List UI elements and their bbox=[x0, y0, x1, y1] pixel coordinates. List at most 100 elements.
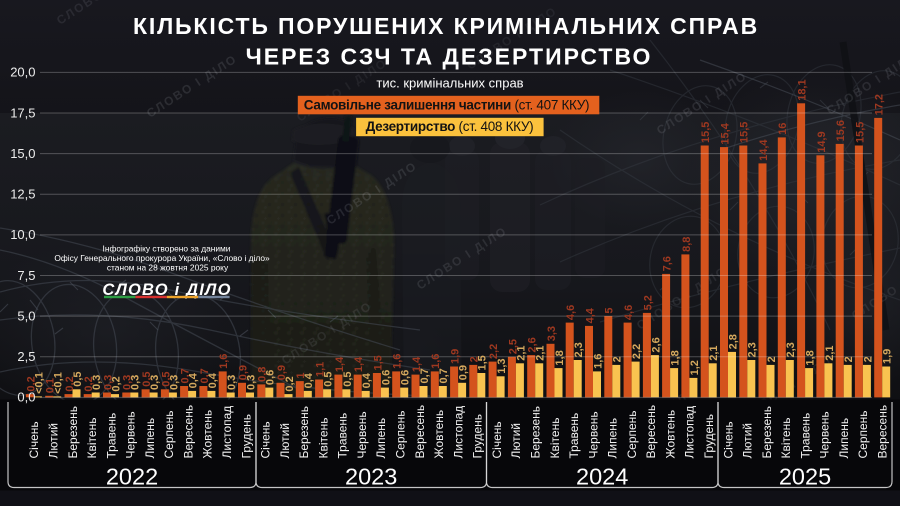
svg-text:5,0: 5,0 bbox=[17, 308, 35, 323]
svg-text:Березень: Березень bbox=[66, 406, 80, 459]
svg-text:0,4: 0,4 bbox=[188, 372, 200, 388]
svg-text:0,9: 0,9 bbox=[237, 365, 249, 380]
svg-text:Вересень: Вересень bbox=[181, 405, 195, 459]
svg-text:Лютий: Лютий bbox=[278, 423, 292, 459]
svg-text:2023: 2023 bbox=[345, 464, 397, 490]
svg-text:14,4: 14,4 bbox=[758, 139, 770, 161]
svg-text:0,5: 0,5 bbox=[323, 372, 335, 387]
svg-text:2: 2 bbox=[469, 356, 481, 362]
svg-text:Серпень: Серпень bbox=[856, 410, 870, 458]
svg-text:Серпень: Серпень bbox=[625, 410, 639, 458]
svg-text:1,6: 1,6 bbox=[430, 354, 442, 369]
svg-text:Жовтень: Жовтень bbox=[201, 410, 215, 459]
svg-text:0,3: 0,3 bbox=[226, 375, 238, 390]
svg-text:15,5: 15,5 bbox=[854, 122, 866, 143]
svg-text:1,3: 1,3 bbox=[496, 359, 508, 374]
svg-text:2,2: 2,2 bbox=[488, 344, 500, 359]
svg-text:Дезертирство (ст. 408 ККУ): Дезертирство (ст. 408 ККУ) bbox=[366, 119, 534, 134]
svg-text:Самовільне залишення частини (: Самовільне залишення частини (ст. 407 КК… bbox=[304, 97, 589, 112]
svg-text:2,3: 2,3 bbox=[747, 342, 759, 357]
svg-text:<0,1: <0,1 bbox=[33, 372, 45, 394]
svg-text:17,5: 17,5 bbox=[10, 105, 35, 120]
svg-text:0,5: 0,5 bbox=[342, 372, 354, 387]
svg-text:0,4: 0,4 bbox=[303, 372, 315, 388]
svg-text:0,7: 0,7 bbox=[180, 368, 192, 383]
svg-text:Травень: Травень bbox=[798, 413, 812, 459]
svg-text:Серпень: Серпень bbox=[162, 410, 176, 458]
svg-text:12,5: 12,5 bbox=[10, 187, 35, 202]
svg-text:1,6: 1,6 bbox=[592, 354, 604, 369]
svg-text:Листопад: Листопад bbox=[683, 406, 697, 459]
svg-text:0,3: 0,3 bbox=[130, 375, 142, 390]
svg-text:1,9: 1,9 bbox=[882, 349, 894, 364]
svg-text:15,5: 15,5 bbox=[739, 122, 751, 143]
svg-text:7,6: 7,6 bbox=[662, 256, 674, 271]
svg-text:1,8: 1,8 bbox=[554, 350, 566, 365]
svg-text:1,5: 1,5 bbox=[477, 355, 489, 370]
svg-text:0,3: 0,3 bbox=[91, 375, 103, 390]
svg-text:ЧЕРЕЗ СЗЧ ТА ДЕЗЕРТИРСТВО: ЧЕРЕЗ СЗЧ ТА ДЕЗЕРТИРСТВО bbox=[246, 44, 653, 70]
svg-text:0,9: 0,9 bbox=[276, 365, 288, 380]
svg-text:<0,1: <0,1 bbox=[53, 372, 65, 394]
svg-text:1,5: 1,5 bbox=[372, 355, 384, 370]
svg-text:Червень: Червень bbox=[124, 411, 138, 458]
svg-text:0,1: 0,1 bbox=[45, 378, 57, 393]
svg-text:7,5: 7,5 bbox=[17, 268, 35, 283]
svg-text:Липень: Липень bbox=[374, 418, 388, 459]
svg-text:5: 5 bbox=[604, 307, 616, 313]
svg-text:5,2: 5,2 bbox=[642, 295, 654, 310]
svg-text:14,9: 14,9 bbox=[816, 131, 828, 152]
svg-text:Січень: Січень bbox=[490, 421, 504, 458]
svg-text:1,8: 1,8 bbox=[670, 350, 682, 365]
svg-text:Вересень: Вересень bbox=[644, 405, 658, 459]
svg-text:Квітень: Квітень bbox=[85, 418, 99, 459]
svg-text:тис. кримінальних справ: тис. кримінальних справ bbox=[376, 75, 523, 90]
svg-text:Січень: Січень bbox=[27, 421, 41, 458]
svg-text:Лютий: Лютий bbox=[741, 423, 755, 459]
svg-text:Квітень: Квітень bbox=[779, 418, 793, 459]
svg-text:1,4: 1,4 bbox=[334, 356, 346, 372]
svg-text:1,8: 1,8 bbox=[805, 350, 817, 365]
svg-text:Вересень: Вересень bbox=[876, 405, 890, 459]
svg-text:Травень: Травень bbox=[567, 413, 581, 459]
svg-text:1,2: 1,2 bbox=[689, 360, 701, 375]
svg-text:2,8: 2,8 bbox=[727, 334, 739, 349]
svg-text:2,3: 2,3 bbox=[785, 342, 797, 357]
svg-text:Квітень: Квітень bbox=[548, 418, 562, 459]
svg-text:0,5: 0,5 bbox=[160, 372, 172, 387]
svg-text:2: 2 bbox=[766, 356, 778, 362]
svg-text:15,0: 15,0 bbox=[10, 146, 35, 161]
svg-text:2,6: 2,6 bbox=[650, 337, 662, 352]
svg-text:15,5: 15,5 bbox=[700, 122, 712, 143]
svg-text:Листопад: Листопад bbox=[220, 406, 234, 459]
svg-text:2024: 2024 bbox=[576, 464, 628, 490]
svg-text:0,8: 0,8 bbox=[257, 367, 269, 382]
svg-text:1,6: 1,6 bbox=[392, 354, 404, 369]
svg-text:0,6: 0,6 bbox=[400, 370, 412, 385]
svg-text:0,2: 0,2 bbox=[83, 376, 95, 391]
svg-text:2,5: 2,5 bbox=[507, 339, 519, 354]
svg-text:2,1: 2,1 bbox=[515, 346, 527, 361]
svg-text:2,1: 2,1 bbox=[535, 346, 547, 361]
svg-text:Січень: Січень bbox=[721, 421, 735, 458]
svg-text:4,4: 4,4 bbox=[584, 307, 596, 323]
svg-text:Квітень: Квітень bbox=[316, 418, 330, 459]
svg-text:Серпень: Серпень bbox=[394, 410, 408, 458]
svg-text:0,4: 0,4 bbox=[361, 372, 373, 388]
svg-text:Липень: Липень bbox=[606, 418, 620, 459]
svg-text:Вересень: Вересень bbox=[413, 405, 427, 459]
svg-text:18,1: 18,1 bbox=[797, 79, 809, 100]
svg-text:1: 1 bbox=[295, 372, 307, 378]
svg-text:17,2: 17,2 bbox=[874, 94, 886, 115]
svg-text:0,7: 0,7 bbox=[438, 368, 450, 383]
svg-text:Жовтень: Жовтень bbox=[432, 410, 446, 459]
svg-text:2,6: 2,6 bbox=[527, 337, 539, 352]
svg-text:0,7: 0,7 bbox=[419, 368, 431, 383]
svg-text:16: 16 bbox=[777, 123, 789, 135]
svg-text:0,5: 0,5 bbox=[141, 372, 153, 387]
svg-text:Липень: Липень bbox=[143, 418, 157, 459]
svg-text:2: 2 bbox=[843, 356, 855, 362]
svg-text:1,1: 1,1 bbox=[315, 362, 327, 377]
svg-text:Грудень: Грудень bbox=[471, 414, 485, 459]
svg-text:Березень: Березень bbox=[760, 406, 774, 459]
